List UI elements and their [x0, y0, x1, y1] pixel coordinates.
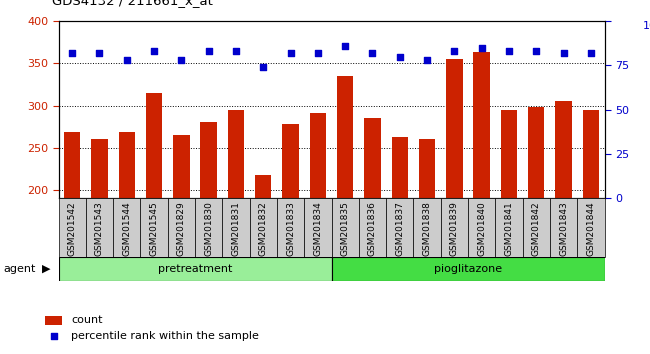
- Bar: [523, 198, 550, 257]
- Point: [449, 48, 460, 54]
- Text: pioglitazone: pioglitazone: [434, 264, 502, 274]
- Text: GSM201839: GSM201839: [450, 201, 459, 256]
- Bar: [168, 198, 195, 257]
- Bar: [332, 198, 359, 257]
- Bar: [337, 76, 354, 354]
- Point: [586, 50, 596, 56]
- Point: [422, 57, 432, 63]
- Bar: [500, 110, 517, 354]
- Text: GSM201830: GSM201830: [204, 201, 213, 256]
- Text: GSM201833: GSM201833: [286, 201, 295, 256]
- Bar: [550, 198, 577, 257]
- Point: [395, 54, 405, 59]
- Bar: [555, 101, 572, 354]
- Point: [313, 50, 323, 56]
- Point: [531, 48, 541, 54]
- Bar: [227, 110, 244, 354]
- Text: GSM201840: GSM201840: [477, 201, 486, 256]
- Bar: [250, 198, 277, 257]
- Bar: [413, 198, 441, 257]
- Bar: [91, 139, 108, 354]
- Point: [203, 48, 214, 54]
- Text: GSM201842: GSM201842: [532, 201, 541, 256]
- Bar: [86, 198, 113, 257]
- Text: GSM201841: GSM201841: [504, 201, 514, 256]
- Text: GSM201829: GSM201829: [177, 201, 186, 256]
- Point: [504, 48, 514, 54]
- Bar: [473, 52, 490, 354]
- Bar: [441, 198, 468, 257]
- Text: GSM201832: GSM201832: [259, 201, 268, 256]
- Point: [340, 43, 350, 49]
- Bar: [386, 198, 413, 257]
- Bar: [255, 175, 272, 354]
- Bar: [46, 316, 62, 325]
- Bar: [195, 198, 222, 257]
- Bar: [222, 198, 250, 257]
- Bar: [364, 118, 381, 354]
- Bar: [332, 257, 604, 281]
- Text: GDS4132 / 211661_x_at: GDS4132 / 211661_x_at: [52, 0, 213, 7]
- Bar: [64, 132, 81, 354]
- Text: 100%: 100%: [643, 21, 650, 31]
- Text: percentile rank within the sample: percentile rank within the sample: [72, 331, 259, 341]
- Bar: [582, 110, 599, 354]
- Text: GSM201545: GSM201545: [150, 201, 159, 256]
- Text: agent: agent: [3, 264, 36, 274]
- Point: [122, 57, 132, 63]
- Point: [67, 50, 77, 56]
- Bar: [495, 198, 523, 257]
- Text: GSM201835: GSM201835: [341, 201, 350, 256]
- Bar: [173, 135, 190, 354]
- Bar: [277, 198, 304, 257]
- Point: [176, 57, 187, 63]
- Bar: [200, 122, 217, 354]
- Text: GSM201542: GSM201542: [68, 201, 77, 256]
- Bar: [282, 124, 299, 354]
- Bar: [146, 93, 162, 354]
- Point: [149, 48, 159, 54]
- Bar: [118, 132, 135, 354]
- Point: [285, 50, 296, 56]
- Bar: [359, 198, 386, 257]
- Text: GSM201544: GSM201544: [122, 201, 131, 256]
- Bar: [446, 59, 463, 354]
- Point: [558, 50, 569, 56]
- Bar: [58, 198, 86, 257]
- Point: [94, 50, 105, 56]
- Bar: [304, 198, 332, 257]
- Point: [367, 50, 378, 56]
- Bar: [58, 257, 332, 281]
- Text: count: count: [72, 315, 103, 325]
- Text: ▶: ▶: [42, 264, 51, 274]
- Bar: [309, 113, 326, 354]
- Text: GSM201837: GSM201837: [395, 201, 404, 256]
- Bar: [577, 198, 605, 257]
- Bar: [391, 137, 408, 354]
- Text: GSM201831: GSM201831: [231, 201, 240, 256]
- Bar: [419, 139, 436, 354]
- Text: GSM201834: GSM201834: [313, 201, 322, 256]
- Point: [476, 45, 487, 51]
- Text: GSM201836: GSM201836: [368, 201, 377, 256]
- Bar: [113, 198, 140, 257]
- Point: [231, 48, 241, 54]
- Point: [258, 64, 268, 70]
- Text: GSM201543: GSM201543: [95, 201, 104, 256]
- Bar: [528, 107, 545, 354]
- Point: [48, 333, 58, 339]
- Text: pretreatment: pretreatment: [158, 264, 232, 274]
- Text: GSM201838: GSM201838: [422, 201, 432, 256]
- Text: GSM201844: GSM201844: [586, 201, 595, 256]
- Bar: [140, 198, 168, 257]
- Bar: [468, 198, 495, 257]
- Text: GSM201843: GSM201843: [559, 201, 568, 256]
